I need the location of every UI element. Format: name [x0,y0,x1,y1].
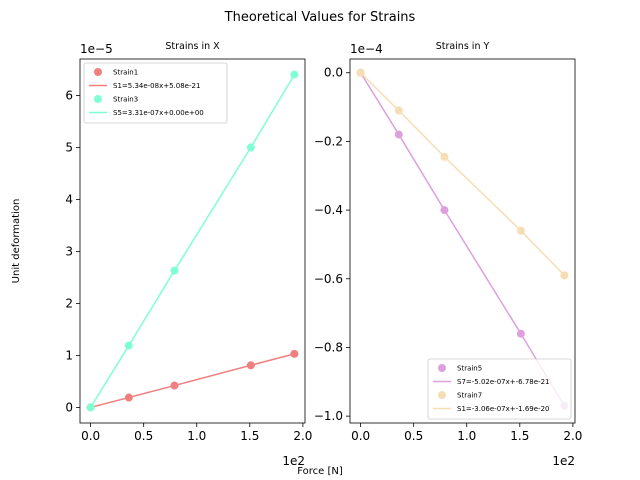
data-point [170,381,179,390]
data-point [516,226,525,235]
axes-frame [349,58,576,424]
x-offset-label: 1e2 [552,454,575,468]
legend-marker [438,391,446,399]
legend-marker [438,364,446,372]
data-point [356,68,365,77]
legend: Strain1 S1=5.34e-08x+5.08e-21 Strain3 S5=3.… [83,62,228,124]
x-tick-label: 0.5 [404,429,423,443]
legend-label: S1=-3.06e-07x+-1.69e-20 [457,405,549,413]
x-offset-label: 1e2 [282,454,305,468]
legend: Strain5 S7=-5.02e-07x+-6.78e-21 Strain7 S1=… [427,358,572,420]
data-point [124,341,133,350]
y-tick-label: 5 [65,140,73,154]
x-tick-label: 2.0 [563,429,582,443]
data-point [246,361,255,370]
x-tick-label: 0.5 [134,429,153,443]
x-tick-label: 1.5 [240,429,259,443]
data-point [394,130,403,139]
strains-in-x-axes: Strains in X 0.0 0.5 1.0 1.5 2.0 1e2 0 1 2 3 4 5 6 1e−… [65,41,312,468]
x-tick-label: 1.0 [187,429,206,443]
y-offset-label: 1e−4 [350,42,383,56]
data-point [560,271,569,280]
y-tick-label: 1 [65,348,73,362]
legend-label: Strain5 [457,365,482,373]
y-tick-label: 0.0 [324,66,343,80]
legend-marker [94,68,102,76]
legend-frame [83,62,228,124]
legend-label: Strain7 [457,392,482,400]
strains-in-y-axes: Strains in Y 0.0 0.5 1.0 1.5 2.0 1e2 0.0 −0.2 −0.… [314,41,583,468]
subplot-title: Strains in X [165,41,220,52]
x-tick-label: 1.5 [510,429,529,443]
legend-marker [94,95,102,103]
x-tick-label: 1.0 [457,429,476,443]
axes-frame [79,58,306,424]
data-point [124,393,133,402]
y-tick-label: −0.2 [314,134,343,148]
legend-label: S7=-5.02e-07x+-6.78e-21 [457,378,549,386]
y-tick-label: −0.4 [314,203,343,217]
data-point [440,152,449,161]
data-point [394,106,403,115]
y-tick-label: −1.0 [314,409,343,423]
data-point [440,206,449,215]
subplot-title: Strains in Y [436,41,490,52]
legend-label: S5=3.31e-07x+0.00e+00 [113,109,204,117]
data-point [290,70,299,79]
legend-frame [427,358,572,420]
x-tick-label: 0.0 [351,429,370,443]
data-point [290,349,299,358]
x-tick-label: 0.0 [81,429,100,443]
legend-label: Strain3 [113,96,138,104]
y-tick-label: 2 [65,296,73,310]
y-tick-label: 4 [65,192,73,206]
figure-ylabel: Unit deformation [11,199,22,284]
data-point [246,143,255,152]
y-tick-label: −0.8 [314,340,343,354]
data-point [86,403,95,412]
y-offset-label: 1e−5 [80,42,113,56]
legend-label: S1=5.34e-08x+5.08e-21 [113,82,200,90]
y-tick-label: 0 [65,400,73,414]
figure-xlabel: Force [N] [297,466,343,477]
x-tick-label: 2.0 [293,429,312,443]
y-tick-label: 3 [65,244,73,258]
y-tick-label: −0.6 [314,272,343,286]
figure-title: Theoretical Values for Strains [224,10,416,25]
data-point [516,329,525,338]
data-point [170,266,179,275]
legend-label: Strain1 [113,69,138,77]
y-tick-label: 6 [65,88,73,102]
